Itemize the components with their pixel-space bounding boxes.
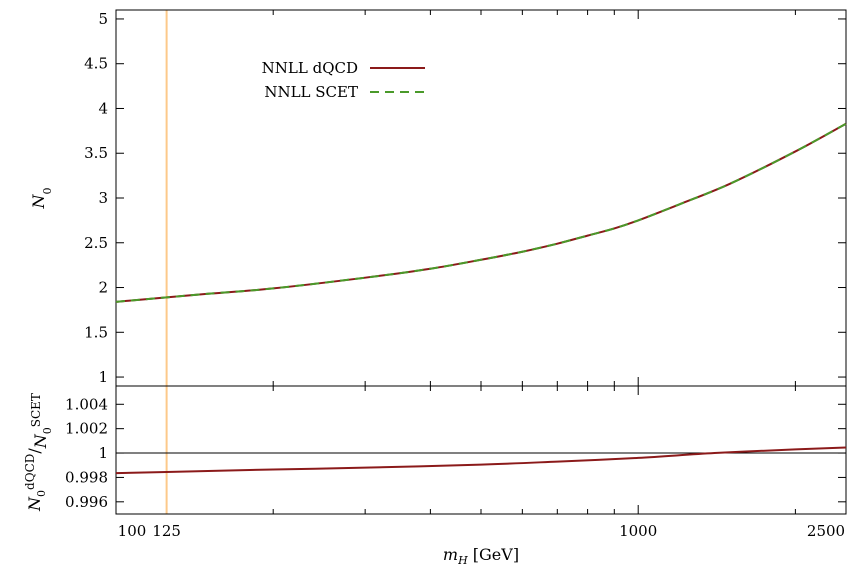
legend: NNLL dQCD NNLL SCET [262, 59, 425, 101]
x-tick-label: 2500 [807, 522, 845, 540]
main-plot-frame [115, 9, 847, 387]
ratio-y-tick-label: 0.998 [65, 468, 108, 486]
legend-label: NNLL SCET [264, 83, 358, 101]
ratio-y-tick-label: 1.004 [65, 395, 108, 413]
series-line-nnll-scet [115, 122, 847, 303]
ratio-y-axis-label: N0dQCD/N0SCET [23, 393, 54, 512]
x-tick-label: 100 [118, 522, 147, 540]
ratio-y-label-part: / [25, 448, 44, 454]
x-label-sub: H [457, 554, 468, 567]
ratio-y-label-part: 0 [35, 490, 48, 497]
ratio-y-label-part: N [31, 433, 50, 449]
y-tick-label: 5 [98, 10, 108, 28]
x-label-m: m [443, 545, 458, 564]
main-y-axis-label: N0 [29, 188, 54, 210]
main-panel: 1 1.5 2 2.5 3 3.5 4 4.5 5 [84, 9, 847, 387]
x-tick-label: 125 [152, 522, 181, 540]
y-tick-label: 2.5 [84, 234, 108, 252]
y-tick-label: 2 [98, 279, 108, 297]
legend-label: NNLL dQCD [262, 59, 358, 77]
y-tick-label: 1.5 [84, 323, 108, 341]
y-tick-label: 3.5 [84, 144, 108, 162]
ratio-y-label-part: 0 [41, 427, 54, 434]
series-line-nnll-dqcd [115, 122, 847, 303]
x-axis-label: mH [GeV] [443, 545, 519, 567]
ratio-series-line [115, 446, 847, 475]
ratio-y-label-part: SCET [29, 393, 43, 427]
y-tick-label: 4 [98, 99, 108, 117]
y-tick-label: 4.5 [84, 55, 108, 73]
ratio-y-tick-label: 1.002 [65, 420, 108, 438]
main-y-axis-label-sub: 0 [41, 188, 54, 195]
ratio-y-label-part: dQCD [23, 454, 37, 490]
x-label-unit: [GeV] [468, 545, 519, 564]
y-tick-label: 1 [98, 368, 108, 386]
ratio-y-label-part: N [25, 496, 44, 512]
y-tick-label: 3 [98, 189, 108, 207]
ratio-plot-frame [115, 385, 847, 515]
ratio-y-tick-label: 0.996 [65, 493, 108, 511]
ratio-y-tick-label: 1 [98, 444, 108, 462]
ratio-panel: 0.996 0.998 1 1.002 1.004 100 125 1000 2500 [65, 385, 847, 540]
x-tick-label: 1000 [619, 522, 657, 540]
